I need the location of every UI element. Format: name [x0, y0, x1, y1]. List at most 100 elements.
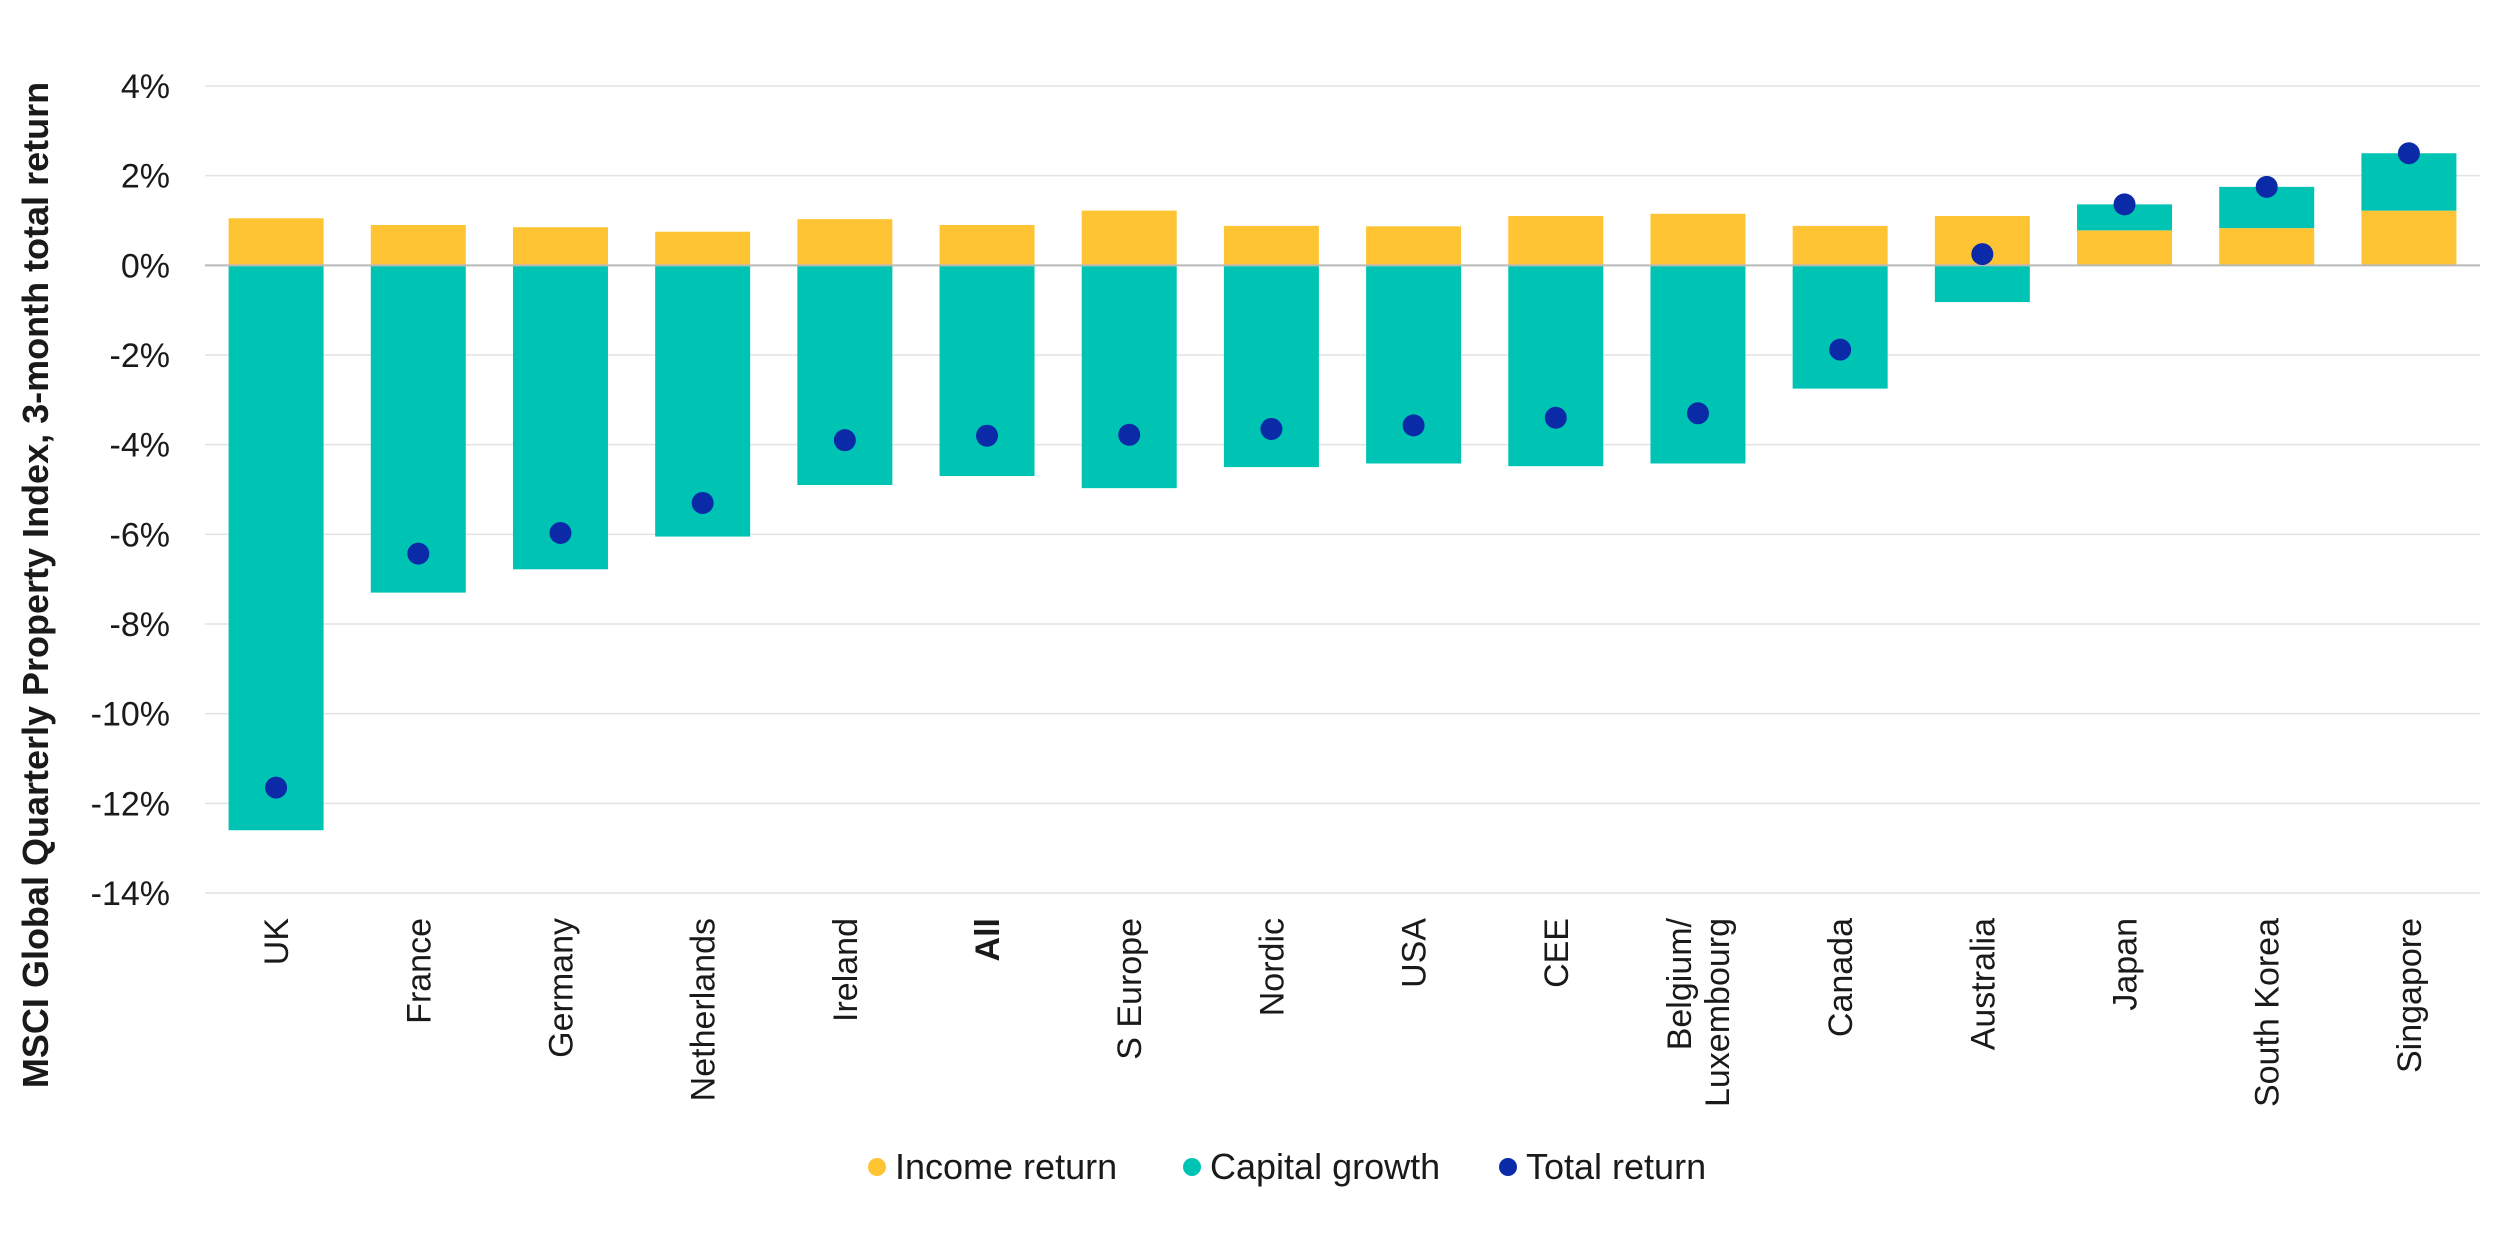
y-tick-label: -2% — [110, 337, 170, 375]
x-category-label: CEE — [1538, 918, 1576, 988]
income-return-bar — [228, 218, 324, 266]
x-category-label: Germany — [542, 918, 580, 1058]
total-return-point — [1829, 338, 1852, 361]
income-return-bar — [1223, 225, 1319, 266]
y-tick-label: 2% — [121, 158, 170, 196]
x-category-text: Singapore — [2391, 918, 2429, 1073]
legend-swatch — [1499, 1158, 1517, 1176]
income-return-bar — [2219, 228, 2315, 266]
total-return-point — [2255, 175, 2278, 198]
legend-item: Capital growth — [1183, 1146, 1440, 1187]
x-category-text: Ireland — [827, 918, 865, 1022]
x-category-label: Japan — [2107, 918, 2145, 1011]
total-return-points — [265, 142, 2420, 799]
income-return-bar — [2077, 230, 2173, 266]
x-category-label: USA — [1396, 918, 1434, 988]
x-category-text: Netherlands — [685, 918, 723, 1101]
income-return-bar — [1792, 225, 1888, 266]
legend: Income return Capital growth Total return — [868, 1146, 1706, 1187]
x-category-text: USA — [1396, 918, 1434, 988]
x-category-text: All — [969, 918, 1007, 961]
total-return-point — [1686, 402, 1709, 425]
x-category-text: CEE — [1538, 918, 1576, 988]
x-category-text: South Korea — [2249, 918, 2287, 1107]
y-tick-label: -10% — [91, 696, 170, 734]
x-category-label: Australia — [1964, 918, 2002, 1050]
legend-label: Capital growth — [1210, 1146, 1440, 1187]
capital-growth-bar — [1650, 265, 1746, 464]
x-category-label: France — [400, 918, 438, 1024]
y-tick-label: -6% — [110, 516, 170, 554]
capital-growth-bar — [370, 265, 466, 593]
income-return-bar — [939, 224, 1035, 266]
x-category-text: UK — [258, 918, 296, 966]
x-category-text: Japan — [2107, 918, 2145, 1011]
x-category-label: Singapore — [2391, 918, 2429, 1073]
total-return-point — [1971, 243, 1994, 266]
x-category-text: Nordic — [1253, 918, 1291, 1016]
total-return-point — [1402, 414, 1425, 437]
income-return-bar — [512, 227, 608, 266]
y-tick-label: 4% — [121, 68, 170, 106]
income-return-bar — [1366, 226, 1462, 266]
x-category-label: Canada — [1822, 918, 1860, 1037]
x-category-label: Netherlands — [685, 918, 723, 1101]
y-axis-title: MSCI Global Quarterly Property Index, 3-… — [15, 82, 56, 1088]
total-return-point — [691, 491, 714, 514]
total-return-point — [1118, 423, 1141, 446]
capital-growth-bar — [797, 265, 893, 486]
y-tick-label: 0% — [121, 247, 170, 285]
x-category-text: France — [400, 918, 438, 1024]
y-tick-label: -8% — [110, 606, 170, 644]
capital-growth-bar — [1792, 265, 1888, 389]
x-category-label: All — [969, 918, 1007, 961]
x-axis-categories: UK France Germany Netherlands Ireland All S Eu… — [258, 917, 2429, 1107]
x-category-label: Ireland — [827, 918, 865, 1022]
legend-swatch — [868, 1158, 886, 1176]
legend-item: Income return — [868, 1146, 1117, 1187]
y-tick-label: -14% — [91, 875, 170, 913]
x-category-text: Canada — [1822, 918, 1860, 1037]
y-tick-label: -12% — [91, 785, 170, 823]
capital-growth-bar — [655, 265, 751, 537]
x-category-label: Belgium/Luxembourg — [1661, 917, 1737, 1107]
legend-label: Income return — [895, 1146, 1117, 1187]
y-axis-ticks: 4% 2% 0% -2% -4% -6% -8% -10% -12% -14% — [91, 68, 170, 913]
income-return-bar — [2361, 210, 2457, 266]
total-return-point — [265, 776, 288, 799]
x-category-text: Australia — [1964, 918, 2002, 1050]
total-return-point — [1544, 406, 1567, 429]
x-category-text: Belgium/Luxembourg — [1661, 917, 1737, 1107]
total-return-point — [833, 429, 856, 452]
x-category-text: S Europe — [1111, 918, 1149, 1060]
x-category-label: S Europe — [1111, 918, 1149, 1060]
income-return-bar — [1081, 210, 1177, 266]
income-return-bar — [1508, 216, 1604, 266]
bars — [228, 153, 2457, 831]
x-category-text: Germany — [542, 918, 580, 1058]
income-return-bar — [370, 224, 466, 266]
x-category-label: Nordic — [1253, 918, 1291, 1016]
capital-growth-bar — [1081, 265, 1177, 489]
total-return-point — [2113, 193, 2136, 216]
income-return-bar — [1650, 213, 1746, 266]
capital-growth-bar — [228, 265, 324, 831]
income-return-bar — [655, 231, 751, 266]
y-tick-label: -4% — [110, 427, 170, 465]
total-return-point — [549, 521, 572, 544]
x-category-label: South Korea — [2249, 918, 2287, 1107]
total-return-point — [1260, 417, 1283, 440]
legend-label: Total return — [1526, 1146, 1706, 1187]
x-category-label: UK — [258, 918, 296, 966]
capital-growth-bar — [512, 265, 608, 570]
capital-growth-bar — [1508, 265, 1604, 467]
total-return-point — [2397, 142, 2420, 165]
income-return-bar — [797, 219, 893, 266]
total-return-point — [976, 424, 999, 447]
legend-swatch — [1183, 1158, 1201, 1176]
capital-growth-bar — [1934, 265, 2030, 303]
total-return-point — [407, 542, 430, 565]
legend-item: Total return — [1499, 1146, 1706, 1187]
